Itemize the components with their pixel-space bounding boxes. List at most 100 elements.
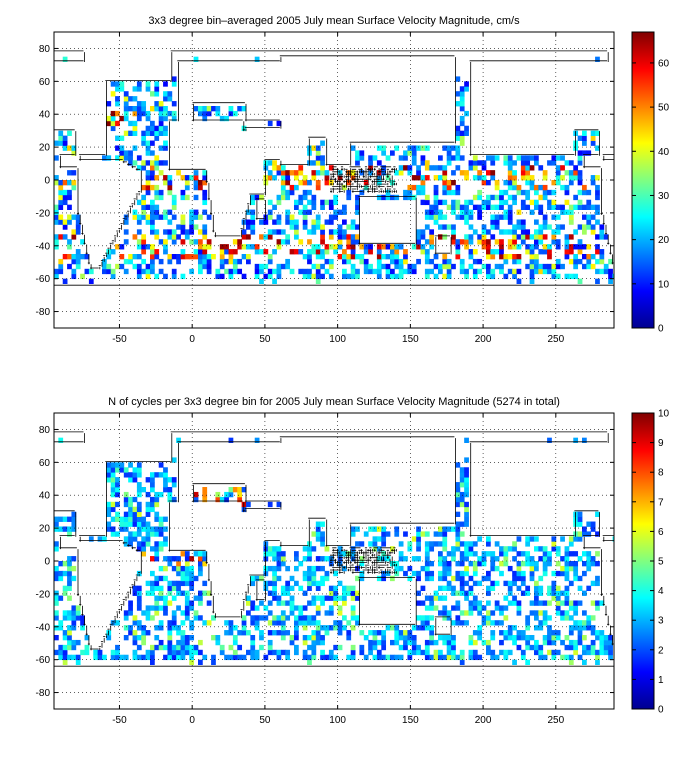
data-bin [350, 625, 356, 631]
coastlines [54, 431, 614, 667]
data-bin [586, 565, 592, 572]
data-bin [420, 249, 426, 255]
data-bin [573, 649, 579, 656]
data-bin [189, 605, 195, 611]
data-bin [62, 590, 68, 596]
data-bin [411, 649, 417, 656]
data-bin [145, 180, 151, 186]
data-bin [560, 184, 565, 191]
data-bin [193, 496, 199, 503]
data-bin [429, 214, 435, 220]
data-bin [158, 625, 164, 631]
data-bin [512, 541, 517, 547]
data-bin [272, 160, 277, 166]
data-bin [472, 160, 478, 166]
data-bin [110, 531, 116, 537]
data-bin [429, 625, 435, 631]
data-bin [342, 234, 347, 240]
data-bin [154, 526, 160, 532]
data-bin [180, 189, 186, 196]
data-bin [507, 160, 513, 166]
data-bin [67, 654, 72, 661]
data-bin [145, 244, 151, 250]
data-bin [520, 630, 526, 636]
data-bin [294, 199, 299, 206]
data-bin [494, 263, 500, 270]
data-bin [311, 263, 317, 270]
data-bin [254, 244, 260, 250]
data-bin [516, 155, 522, 161]
data-bin [512, 224, 517, 230]
data-bin [315, 244, 321, 250]
data-bin [403, 644, 408, 651]
data-bin [106, 254, 112, 260]
data-bin [438, 595, 443, 601]
data-bin [272, 595, 277, 601]
data-bin [58, 620, 64, 626]
data-bin [390, 254, 395, 260]
data-bin [481, 561, 487, 567]
data-bin [459, 575, 465, 582]
data-bin [403, 189, 408, 196]
data-bin [123, 491, 129, 498]
data-bin [110, 120, 116, 127]
data-bin [595, 130, 600, 136]
data-bin [481, 556, 487, 562]
data-bin [507, 546, 513, 552]
data-bin [136, 229, 142, 235]
data-bin [590, 561, 596, 567]
data-bin [315, 531, 321, 537]
data-bin [150, 615, 155, 621]
data-bin [132, 96, 138, 102]
data-bin [167, 600, 173, 606]
data-bin [481, 229, 487, 235]
data-bin [285, 194, 291, 201]
data-bin [582, 437, 587, 443]
data-bin [547, 649, 552, 656]
data-bin [568, 273, 574, 280]
data-bin [442, 595, 448, 601]
data-bin [246, 600, 251, 606]
data-bin [355, 575, 360, 582]
data-bin [132, 506, 138, 513]
data-bin [424, 249, 430, 255]
data-bin [346, 585, 352, 591]
data-bin [407, 268, 413, 275]
data-bin [189, 625, 195, 631]
y-tick-label: 0 [44, 557, 50, 568]
data-bin [141, 244, 147, 250]
data-bin [542, 214, 548, 220]
data-bin [154, 610, 160, 616]
data-bin [136, 541, 142, 547]
data-bin [424, 556, 430, 562]
data-bin [451, 239, 456, 245]
data-bin [154, 214, 160, 220]
data-bin [307, 209, 312, 215]
data-bin [154, 175, 160, 181]
data-bin [459, 521, 465, 527]
data-bin [136, 521, 142, 527]
data-bin [272, 649, 277, 656]
data-bin [459, 204, 465, 210]
data-bin [525, 194, 531, 201]
data-bin [324, 546, 330, 552]
data-bin [71, 639, 77, 646]
data-bin [320, 204, 325, 210]
data-bin [538, 654, 544, 661]
data-bin [128, 472, 133, 478]
data-bin [538, 209, 544, 215]
data-bin [315, 278, 321, 284]
data-bin [516, 184, 522, 191]
data-bin [315, 155, 321, 161]
data-bin [451, 649, 456, 656]
data-bin [582, 229, 587, 235]
data-bin [464, 551, 469, 557]
data-bin [573, 263, 579, 270]
data-bin [451, 620, 456, 626]
data-bin [433, 214, 439, 220]
data-bin [376, 249, 382, 255]
data-bin [564, 585, 570, 591]
data-bin [582, 214, 587, 220]
data-bin [311, 194, 317, 201]
